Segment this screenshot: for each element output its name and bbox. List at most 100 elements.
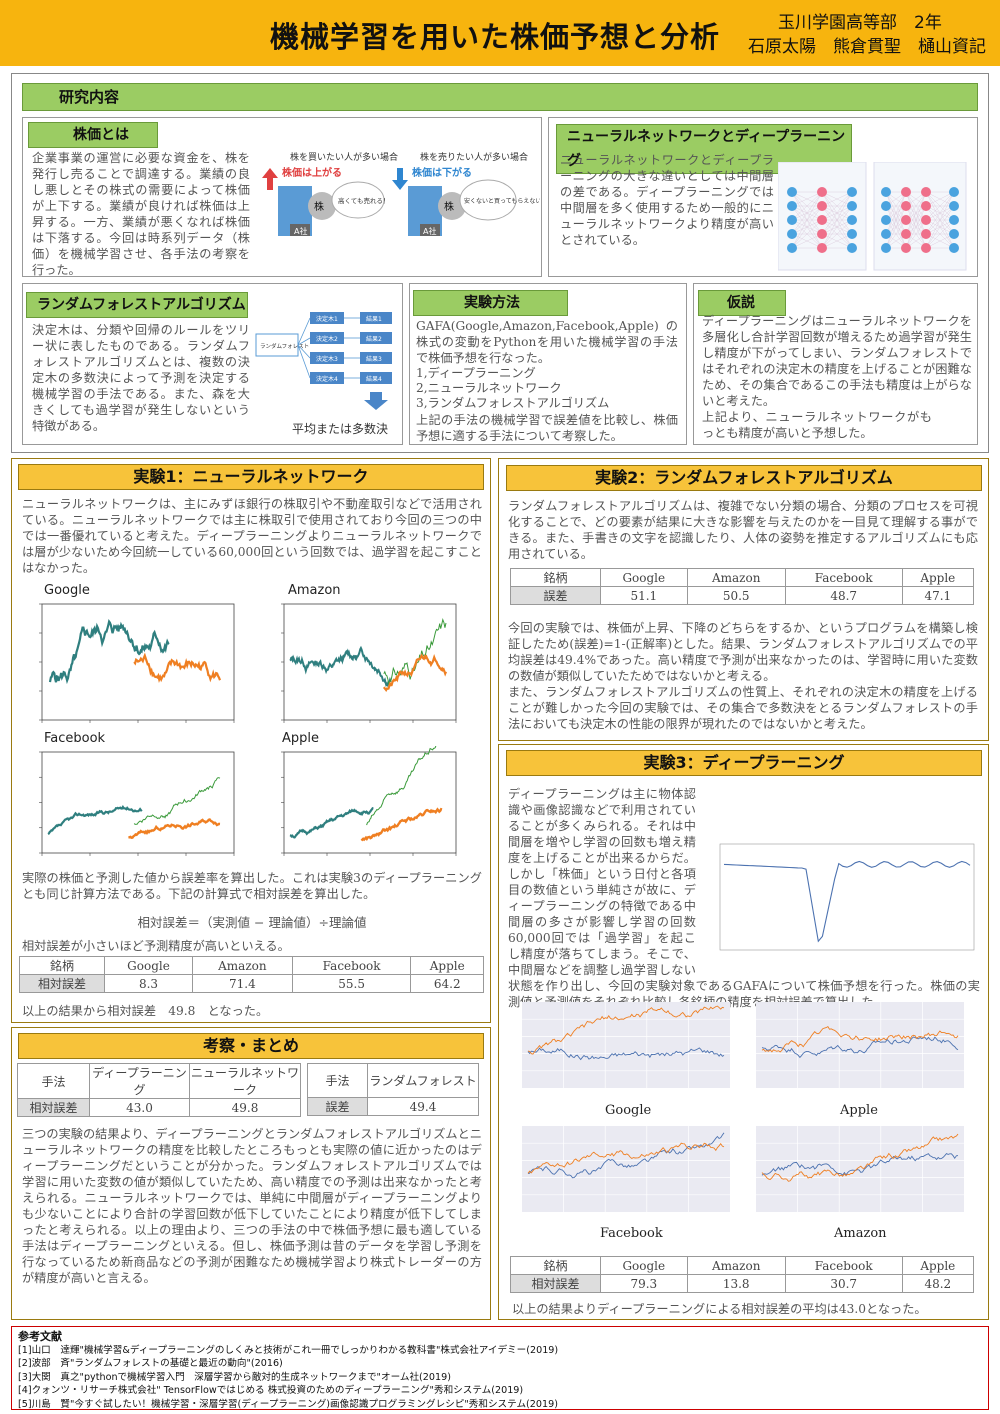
exp1-table-name: Google [104, 956, 193, 975]
rf-diagram: ランダムフォレスト 決定木1 結果1 決定木2 結果2 決定木3 結果3 決定木4 結果4 [255, 312, 392, 410]
rf-tree-label: 決定木4 [316, 375, 338, 383]
exp3-text: ディープラーニングは主に物体認識や画像認識などで利用されていることが多くみられる… [508, 786, 980, 1009]
nn-edge [925, 191, 955, 207]
nn-node [949, 187, 959, 197]
nn-node [817, 243, 827, 253]
exp2-heading: 実験2：ランダムフォレストアルゴリズム [506, 465, 982, 491]
actual-line [289, 807, 374, 839]
exp3-table-name: Amazon [686, 1256, 786, 1275]
nn-edge [925, 219, 955, 249]
method-text: GAFA(Google,Amazon,Facebook,Apple)の株式の変動… [416, 319, 678, 365]
actual-line [761, 1036, 959, 1059]
exp1-table-value: 8.3 [104, 974, 193, 993]
nn-node [817, 215, 827, 225]
nn-node [817, 201, 827, 211]
exp1-chart-facebook [39, 751, 235, 856]
buy-bubble: 高くても売れる！ [338, 196, 389, 205]
exp1-table-label-col: 銘柄 [19, 956, 105, 975]
exp1-formula: 相対誤差＝（実測値 − 理論値）÷理論値 [137, 915, 367, 930]
nn-edge [885, 205, 907, 249]
nn-edge [821, 219, 853, 249]
person-icon [308, 192, 336, 220]
exp1-table-value: 55.5 [291, 974, 412, 993]
nn-edge [905, 191, 927, 221]
summary-table-2: 手法 ランダムフォレスト 誤差 49.4 [307, 1063, 479, 1116]
nn-edge [905, 191, 927, 235]
exp2-table-name: Apple [901, 568, 975, 587]
exp1-text: ニューラルネットワークは、主にみずほ銀行の株取引や不動産取引などで活用されている… [22, 497, 482, 575]
buy-label: 株価は上がる [282, 166, 342, 179]
rf-tree-label: 決定木3 [316, 355, 338, 363]
poster-title: 機械学習を用いた株価予想と分析 [270, 20, 721, 54]
nn-node [787, 243, 797, 253]
exp3-chart-label-google: Google [605, 1103, 652, 1118]
company-a: A社 [294, 226, 307, 236]
nn-edge [905, 191, 927, 249]
nn-heading: ニューラルネットワークとディープラーニング [556, 124, 852, 174]
nn-edge [791, 191, 823, 207]
header-bar: 機械学習を用いた株価予想と分析 玉川学園高等部 2年 石原太陽 熊倉貫聖 樋山資… [0, 0, 1000, 66]
method-item: 2,ニューラルネットワーク [416, 381, 562, 395]
up-arrow-icon [262, 168, 278, 190]
summary-table1-label: 相対誤差 [17, 1098, 90, 1117]
summary-table2-label: 誤差 [307, 1097, 368, 1116]
chart-frame [719, 843, 975, 951]
summary-table1-value: 43.0 [89, 1098, 190, 1117]
rf-tree-label: 決定木1 [316, 315, 338, 323]
exp2-table-name: Facebook [784, 568, 903, 587]
rf-tree-box [310, 352, 344, 364]
sell-bubble: 安くないと買ってもらえない・・ [464, 197, 540, 205]
exp2-table-value: 50.5 [686, 586, 786, 605]
exp1-chart-title-amazon: Amazon [288, 583, 341, 598]
exp1-section [11, 458, 491, 1023]
exp3-table-value: 13.8 [686, 1274, 786, 1293]
nn-edge [821, 191, 853, 207]
reference-item: [2]波部 斉"ランダムフォレストの基礎と最近の動向"(2016) [18, 1358, 283, 1370]
nn-diagram [778, 162, 967, 271]
nn-node [949, 201, 959, 211]
summary-table1-value: 49.8 [189, 1098, 301, 1117]
exp1-result: 以上の結果から相対誤差 49.8 となった。 [22, 1004, 269, 1018]
nn-edge [885, 191, 907, 249]
exp2-text-2: 今回の実験では、株価が上昇、下降のどちらをするか、というプログラムを構築し検証し… [508, 621, 978, 683]
chart-plot-area [522, 1002, 730, 1088]
nn-edge [791, 233, 823, 249]
test-line [133, 777, 221, 825]
exp3-table-value: 48.2 [901, 1274, 975, 1293]
sell-label: 株価は下がる [412, 166, 472, 179]
exp1-table-value: 71.4 [192, 974, 293, 993]
rf-result-box [360, 332, 392, 344]
exp3-chart-google [522, 1002, 730, 1088]
down-arrow-icon [364, 392, 388, 410]
rf-edge [297, 317, 311, 346]
exp2-table-name: Google [600, 568, 688, 587]
predicted-line [527, 1142, 725, 1174]
nn-node [901, 201, 911, 211]
actual-line [289, 645, 392, 688]
stock-tag-2: 株 [444, 200, 454, 213]
nn-node [787, 201, 797, 211]
rf-tree-box [310, 332, 344, 344]
nn-node [881, 201, 891, 211]
nn-node [949, 229, 959, 239]
nn-edge [905, 219, 927, 249]
exp3-table-value: 30.7 [784, 1274, 903, 1293]
nn-edge [821, 191, 853, 221]
nn-node [847, 187, 857, 197]
exp2-table-name: Amazon [686, 568, 786, 587]
nn-node [817, 187, 827, 197]
nn-node [787, 187, 797, 197]
exp3-chart-label-amazon: Amazon [834, 1226, 887, 1241]
rf-edge [297, 337, 311, 346]
nn-edge [925, 191, 955, 235]
nn-node [921, 243, 931, 253]
hypothesis-text: ディープラーニングはニューラルネットワークを多層化し合計学習回数が増えるため過学… [702, 314, 972, 408]
nn-edge [925, 191, 955, 221]
nn-edge [925, 205, 955, 249]
summary-heading: 考察・まとめ [18, 1033, 484, 1059]
rf-text: 決定木は、分類や回帰のルールをツリー状に表したものである。ランダムフォレストアル… [32, 323, 250, 433]
nn-edge [821, 191, 853, 235]
rf-heading: ランダムフォレストアルゴリズム [26, 292, 248, 318]
exp2-table-value: 48.7 [784, 586, 903, 605]
exp1-text-3: 相対誤差が小さいほど予測精度が高いといえる。 [22, 939, 290, 953]
